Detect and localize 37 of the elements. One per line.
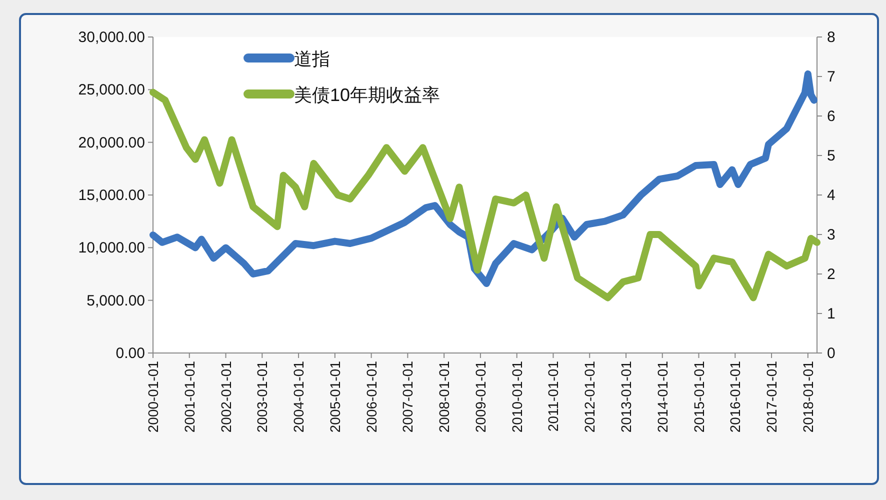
x-tick-label: 2013-01-01 [618,360,634,433]
legend-label: 美债10年期收益率 [294,85,440,105]
legend-label: 道指 [294,49,330,69]
y-tick-label: 30,000.00 [78,29,145,46]
x-tick-label: 2015-01-01 [690,360,707,433]
x-tick-label: 2007-01-01 [400,360,416,433]
x-tick-label: 2014-01-01 [654,360,670,433]
y-tick-label: 20,000.00 [78,134,145,152]
x-tick-label: 2016-01-01 [727,360,744,433]
x-tick-label: 2005-01-01 [326,360,343,433]
y2-tick-label: 2 [827,266,836,283]
y-tick-label: 10,000.00 [78,240,145,257]
x-tick-label: 2008-01-01 [436,360,452,433]
y2-tick-label: 4 [827,187,836,204]
x-tick-label: 2003-01-01 [254,360,270,433]
y2-tick-label: 0 [827,345,836,362]
x-tick-label: 2001-01-01 [181,360,198,433]
x-tick-label: 2011-01-01 [545,360,562,432]
y2-tick-label: 8 [827,29,836,46]
y2-tick-label: 1 [827,306,836,322]
x-tick-label: 2010-01-01 [508,360,525,433]
y2-tick-label: 5 [827,148,836,164]
y2-tick-label: 7 [827,68,836,86]
y2-tick-label: 6 [827,108,836,125]
x-tick-label: 2017-01-01 [764,360,780,433]
x-tick-label: 2004-01-01 [290,360,307,433]
x-tick-label: 2012-01-01 [582,360,598,433]
y-tick-label: 25,000.00 [78,82,145,99]
x-tick-label: 2018-01-01 [800,360,816,433]
x-tick-label: 2000-01-01 [145,360,161,433]
x-tick-label: 2006-01-01 [363,360,380,433]
x-tick-label: 2002-01-01 [218,360,234,433]
y-tick-label: 5,000.00 [86,292,145,310]
x-tick-label: 2009-01-01 [472,360,488,433]
y2-tick-label: 3 [827,226,836,244]
y-tick-label: 15,000.00 [78,187,145,204]
y-tick-label: 0.00 [116,345,145,362]
